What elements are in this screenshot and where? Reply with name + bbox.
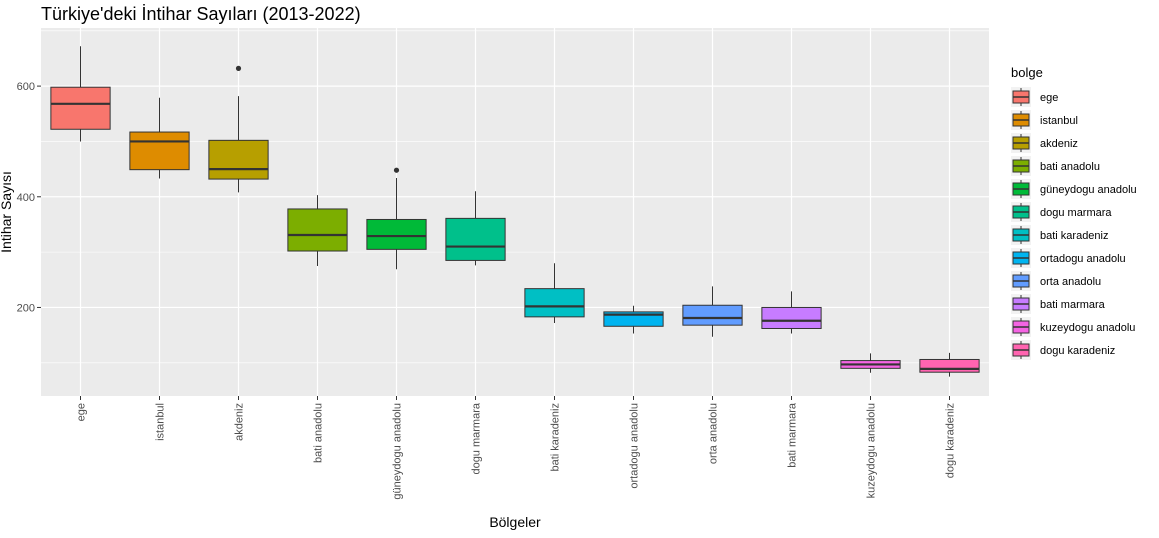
box-11 bbox=[840, 353, 901, 373]
legend-label: güneydogu anadolu bbox=[1040, 184, 1137, 196]
legend-item: ortadogu anadolu bbox=[1011, 248, 1126, 268]
box-iqr bbox=[208, 139, 269, 180]
legend-item: ege bbox=[1011, 87, 1058, 107]
legend-label: orta anadolu bbox=[1040, 276, 1101, 288]
x-tick-label: akdeniz bbox=[234, 403, 246, 441]
box-iqr bbox=[129, 131, 190, 171]
x-tick-label: ege bbox=[76, 403, 88, 421]
y-tick-label: 200 bbox=[17, 302, 35, 314]
box-3 bbox=[208, 65, 269, 193]
x-tick-label: bati marmara bbox=[787, 402, 799, 468]
x-tick-label: istanbul bbox=[155, 403, 167, 441]
legend-label: ege bbox=[1040, 92, 1058, 104]
legend-item: bati marmara bbox=[1011, 294, 1106, 314]
x-tick-label: ortadogu anadolu bbox=[629, 403, 641, 489]
x-tick-label: bati anadolu bbox=[313, 403, 325, 463]
box-2 bbox=[129, 97, 190, 179]
legend-item: bati anadolu bbox=[1011, 156, 1100, 176]
legend-item: orta anadolu bbox=[1011, 271, 1101, 291]
box-9 bbox=[682, 286, 743, 337]
legend-label: ortadogu anadolu bbox=[1040, 253, 1126, 265]
outlier-point bbox=[393, 167, 400, 173]
grid-minor bbox=[41, 30, 989, 364]
box-iqr bbox=[366, 218, 427, 250]
box-12 bbox=[919, 352, 980, 377]
legend-label: istanbul bbox=[1040, 115, 1078, 127]
x-axis-label: Bölgeler bbox=[489, 514, 541, 530]
box-8 bbox=[603, 305, 664, 334]
legend-item: güneydogu anadolu bbox=[1011, 179, 1137, 199]
box-10 bbox=[761, 291, 822, 334]
x-tick-label: orta anadolu bbox=[708, 403, 720, 464]
legend-label: bati marmara bbox=[1040, 299, 1106, 311]
outlier-point bbox=[235, 65, 242, 71]
legend-label: kuzeydogu anadolu bbox=[1040, 322, 1135, 334]
box-iqr bbox=[919, 358, 980, 373]
legend-label: bati karadeniz bbox=[1040, 230, 1109, 242]
box-iqr bbox=[287, 208, 348, 252]
x-axis-ticks: ege istanbul akdeniz bati anadolu güneydogu … bbox=[76, 396, 957, 500]
legend-item: istanbul bbox=[1011, 110, 1078, 130]
box-1 bbox=[50, 46, 111, 142]
chart-title: Türkiye'deki İntihar Sayıları (2013-2022… bbox=[41, 4, 361, 24]
y-axis-ticks: 200 400 600 bbox=[17, 81, 41, 314]
x-tick-label: dogu karadeniz bbox=[945, 403, 957, 478]
y-axis-label: İntihar Sayısı bbox=[0, 171, 14, 253]
box-iqr bbox=[761, 306, 822, 329]
box-6 bbox=[445, 191, 506, 266]
box-iqr bbox=[682, 304, 743, 326]
legend-title: bolge bbox=[1011, 65, 1043, 80]
box-iqr bbox=[524, 288, 585, 318]
box-7 bbox=[524, 263, 585, 323]
x-tick-label: kuzeydogu anadolu bbox=[866, 403, 878, 498]
legend-label: akdeniz bbox=[1040, 138, 1078, 150]
legend-item: bati karadeniz bbox=[1011, 225, 1109, 245]
x-tick-label: dogu marmara bbox=[471, 402, 483, 474]
legend-item: kuzeydogu anadolu bbox=[1011, 317, 1135, 337]
box-iqr bbox=[445, 217, 506, 261]
legend-label: bati anadolu bbox=[1040, 161, 1100, 173]
y-tick-label: 400 bbox=[17, 192, 35, 204]
box-iqr bbox=[50, 86, 111, 130]
legend-item: dogu karadeniz bbox=[1011, 340, 1115, 360]
box-4 bbox=[287, 195, 348, 266]
legend-item: dogu marmara bbox=[1011, 202, 1112, 222]
legend-label: dogu karadeniz bbox=[1040, 345, 1115, 357]
x-tick-label: güneydogu anadolu bbox=[392, 403, 404, 500]
legend-label: dogu marmara bbox=[1040, 207, 1112, 219]
box-5 bbox=[366, 167, 427, 270]
y-tick-label: 600 bbox=[17, 81, 35, 93]
boxes bbox=[50, 46, 980, 377]
x-tick-label: bati karadeniz bbox=[550, 403, 562, 472]
plot-panel bbox=[41, 28, 989, 396]
legend-item: akdeniz bbox=[1011, 133, 1078, 153]
legend: bolge ege istanbul akdeniz bati anadolu güne… bbox=[1011, 65, 1137, 360]
